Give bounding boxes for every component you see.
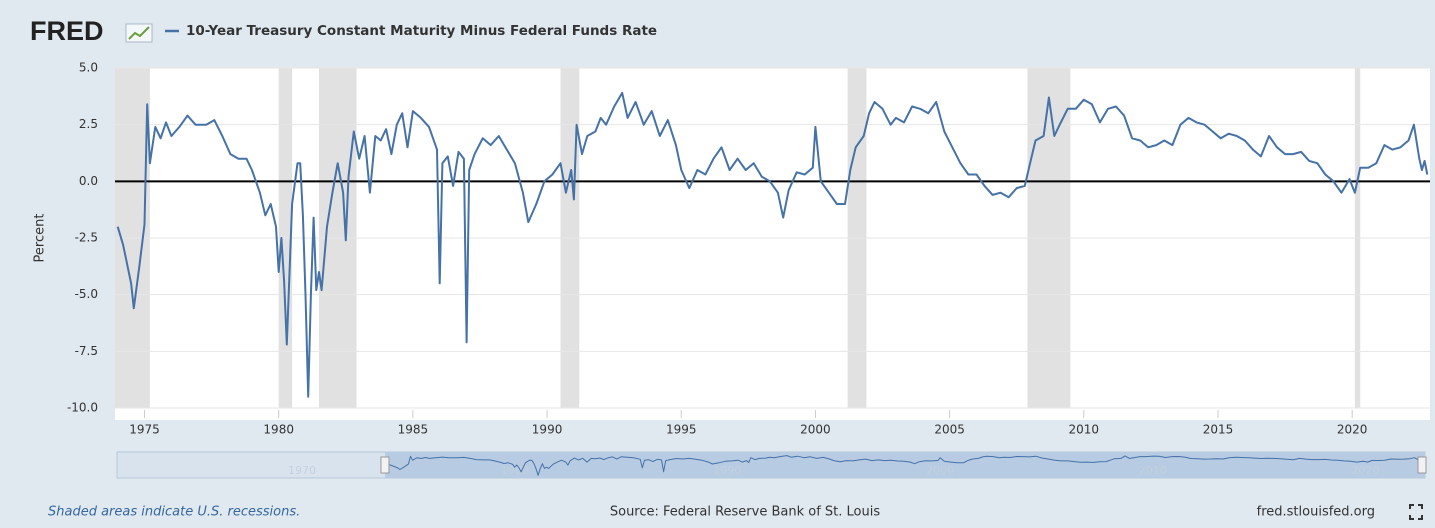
x-tick-label: 2015: [1203, 423, 1234, 437]
y-tick-label: 2.5: [79, 117, 98, 131]
navigator-selection: [384, 452, 1426, 478]
x-tick-label: 2010: [1069, 423, 1100, 437]
site: fred.stlouisfed.org: [1257, 505, 1375, 520]
logo-icon: [125, 23, 153, 43]
x-tick-label: 1980: [263, 423, 294, 437]
y-tick-label: -10.0: [67, 401, 98, 415]
x-tick-label: 1990: [532, 423, 563, 437]
navigator-handle: [380, 456, 390, 474]
legend-label: 10-Year Treasury Constant Maturity Minus…: [186, 23, 657, 39]
y-tick-label: 0.0: [79, 174, 98, 188]
y-tick-label: -7.5: [75, 344, 98, 358]
navigator-line: [386, 455, 1426, 476]
x-tick-label: 2005: [934, 423, 965, 437]
navigator-tick-label: 1990: [713, 464, 741, 477]
y-tick-label: -5.0: [75, 287, 98, 301]
x-tick-label: 2020: [1337, 423, 1368, 437]
source: Source: Federal Reserve Bank of St. Loui…: [610, 505, 880, 520]
y-axis-label: Percent: [33, 214, 48, 263]
x-tick-label: 2000: [800, 423, 831, 437]
x-tick-label: 1975: [129, 423, 160, 437]
y-tick-label: -2.5: [75, 231, 98, 245]
y-tick-label: 5.0: [79, 61, 98, 75]
navigator-handle: [1417, 456, 1427, 474]
navigator-tick-label: 2010: [1139, 464, 1167, 477]
navigator-tick-label: 2020: [1351, 464, 1379, 477]
navigator-tick-label: 2000: [926, 464, 954, 477]
navigator-tick-label: 1980: [501, 464, 529, 477]
recession-note: Shaded areas indicate U.S. recessions.: [48, 505, 300, 520]
series-line: [116, 91, 1429, 398]
navigator-tick-label: 1970: [288, 464, 316, 477]
brand-logo: FRED: [30, 16, 104, 46]
fullscreen-icon[interactable]: [1409, 504, 1423, 520]
x-tick-label: 1995: [666, 423, 697, 437]
x-tick-label: 1985: [398, 423, 429, 437]
